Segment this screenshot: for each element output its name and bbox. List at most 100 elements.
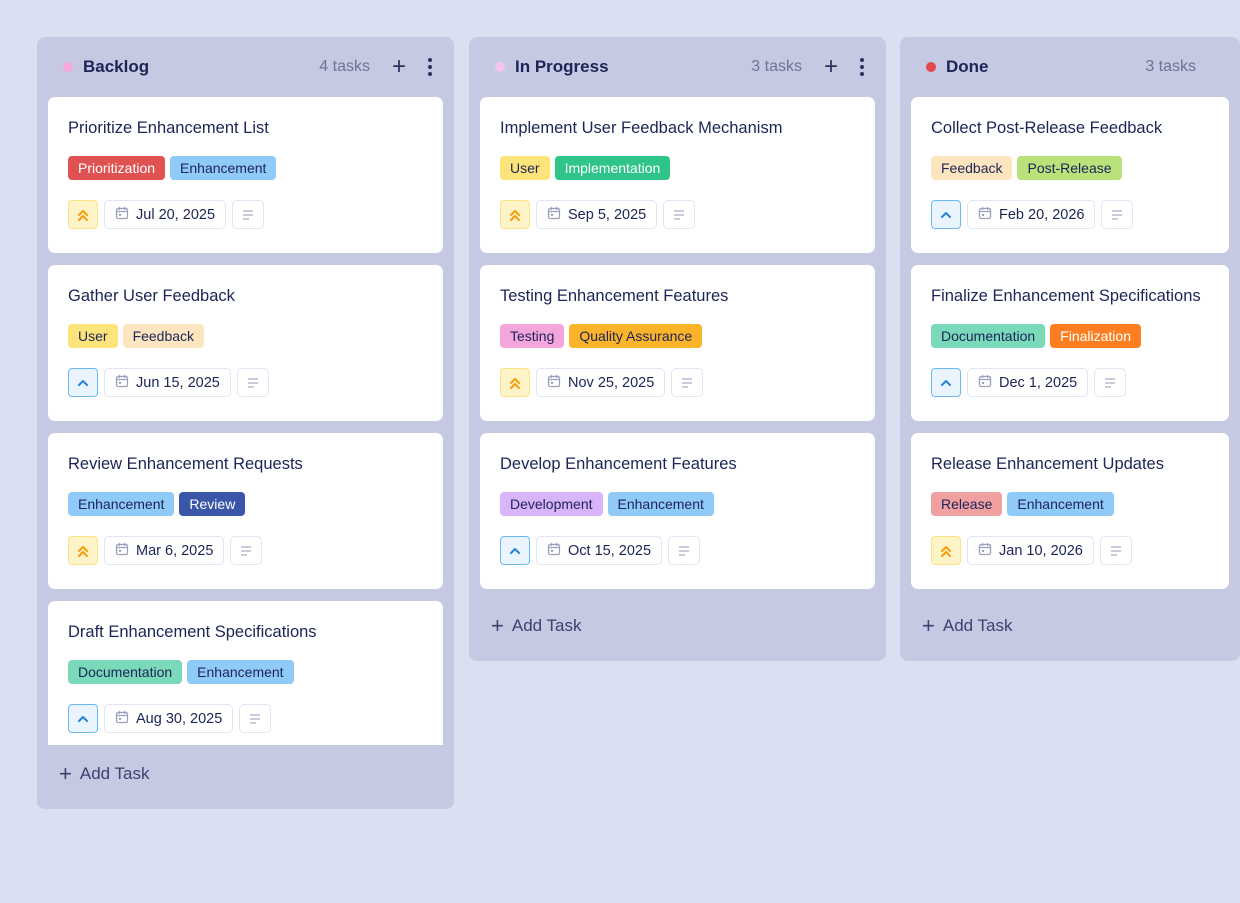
task-card[interactable]: Finalize Enhancement Specifications Docu… bbox=[911, 265, 1229, 421]
description-icon[interactable] bbox=[236, 368, 269, 397]
task-card[interactable]: Implement User Feedback Mechanism User Im… bbox=[480, 97, 875, 253]
tag: Quality Assurance bbox=[569, 324, 703, 348]
due-date-text: Dec 1, 2025 bbox=[999, 374, 1078, 391]
tag: Enhancement bbox=[1007, 492, 1114, 516]
due-date[interactable]: Jan 10, 2026 bbox=[967, 536, 1094, 565]
tag-list: Feedback Post-Release bbox=[931, 156, 1217, 180]
column-header: Done 3 tasks bbox=[900, 37, 1240, 97]
tag: Development bbox=[500, 492, 603, 516]
due-date[interactable]: Jun 15, 2025 bbox=[104, 368, 231, 397]
task-card[interactable]: Collect Post-Release Feedback Feedback Po… bbox=[911, 97, 1229, 253]
priority-high-icon[interactable] bbox=[931, 536, 961, 565]
due-date[interactable]: Feb 20, 2026 bbox=[967, 200, 1096, 229]
priority-high-icon[interactable] bbox=[500, 368, 530, 397]
priority-high-icon[interactable] bbox=[500, 200, 530, 229]
task-card[interactable]: Review Enhancement Requests Enhancement R… bbox=[48, 433, 443, 589]
task-meta: Aug 30, 2025 bbox=[68, 704, 431, 733]
due-date[interactable]: Nov 25, 2025 bbox=[536, 368, 666, 397]
due-date-text: Mar 6, 2025 bbox=[136, 542, 214, 559]
task-card[interactable]: Gather User Feedback User Feedback Jun 15… bbox=[48, 265, 443, 421]
tag: Finalization bbox=[1050, 324, 1141, 348]
tag-list: User Implementation bbox=[500, 156, 863, 180]
column-title: Backlog bbox=[83, 57, 150, 76]
task-card[interactable]: Testing Enhancement Features Testing Qual… bbox=[480, 265, 875, 421]
tag: Enhancement bbox=[170, 156, 277, 180]
tag: Enhancement bbox=[68, 492, 175, 516]
tag: Enhancement bbox=[187, 660, 294, 684]
description-icon[interactable] bbox=[1099, 536, 1132, 565]
calendar-icon bbox=[115, 710, 129, 728]
due-date-text: Sep 5, 2025 bbox=[568, 206, 647, 223]
priority-medium-icon[interactable] bbox=[68, 704, 98, 733]
calendar-icon bbox=[978, 542, 992, 560]
tag-list: Enhancement Review bbox=[68, 492, 431, 516]
description-icon[interactable] bbox=[230, 536, 263, 565]
priority-medium-icon[interactable] bbox=[931, 368, 961, 397]
priority-medium-icon[interactable] bbox=[500, 536, 530, 565]
more-options-icon[interactable] bbox=[860, 58, 864, 76]
priority-high-icon[interactable] bbox=[68, 536, 98, 565]
task-card[interactable]: Prioritize Enhancement List Prioritizati… bbox=[48, 97, 443, 253]
task-card[interactable]: Develop Enhancement Features Development… bbox=[480, 433, 875, 589]
task-meta: Feb 20, 2026 bbox=[931, 200, 1217, 229]
task-card[interactable]: Draft Enhancement Specifications Documen… bbox=[48, 601, 443, 745]
due-date[interactable]: Jul 20, 2025 bbox=[104, 200, 227, 229]
task-title: Testing Enhancement Features bbox=[500, 287, 729, 305]
status-dot bbox=[926, 62, 936, 72]
due-date-text: Oct 15, 2025 bbox=[568, 542, 652, 559]
task-meta: Jan 10, 2026 bbox=[931, 536, 1217, 565]
priority-medium-icon[interactable] bbox=[68, 368, 98, 397]
add-task-plus-icon[interactable]: + bbox=[823, 53, 838, 80]
description-icon[interactable] bbox=[663, 200, 696, 229]
description-icon[interactable] bbox=[1101, 200, 1134, 229]
priority-medium-icon[interactable] bbox=[931, 200, 961, 229]
due-date[interactable]: Sep 5, 2025 bbox=[536, 200, 658, 229]
calendar-icon bbox=[547, 542, 561, 560]
due-date[interactable]: Oct 15, 2025 bbox=[536, 536, 663, 565]
description-icon[interactable] bbox=[671, 368, 704, 397]
tag: Review bbox=[179, 492, 246, 516]
description-icon[interactable] bbox=[239, 704, 272, 733]
column-title: In Progress bbox=[515, 57, 609, 76]
tag: User bbox=[500, 156, 550, 180]
column-title: Done bbox=[946, 57, 989, 76]
due-date[interactable]: Dec 1, 2025 bbox=[967, 368, 1089, 397]
task-title: Gather User Feedback bbox=[68, 287, 235, 305]
tag: Documentation bbox=[931, 324, 1046, 348]
tag: Feedback bbox=[931, 156, 1013, 180]
plus-icon: + bbox=[491, 613, 504, 638]
task-meta: Dec 1, 2025 bbox=[931, 368, 1217, 397]
task-title: Develop Enhancement Features bbox=[500, 455, 737, 473]
tag-list: Development Enhancement bbox=[500, 492, 863, 516]
description-icon[interactable] bbox=[232, 200, 265, 229]
plus-icon: + bbox=[922, 613, 935, 638]
due-date-text: Aug 30, 2025 bbox=[136, 710, 223, 727]
add-task-label: Add Task bbox=[942, 616, 1013, 635]
column-header: Backlog 4 tasks + bbox=[37, 37, 454, 97]
column-header: In Progress 3 tasks + bbox=[469, 37, 886, 97]
task-meta: Sep 5, 2025 bbox=[500, 200, 863, 229]
priority-high-icon[interactable] bbox=[68, 200, 98, 229]
due-date-text: Jun 15, 2025 bbox=[136, 374, 220, 391]
task-card[interactable]: Release Enhancement Updates Release Enhan… bbox=[911, 433, 1229, 589]
due-date[interactable]: Mar 6, 2025 bbox=[104, 536, 225, 565]
more-options-icon[interactable] bbox=[428, 58, 432, 76]
tag: Implementation bbox=[554, 156, 671, 180]
tag-list: Documentation Enhancement bbox=[68, 660, 431, 684]
task-title: Collect Post-Release Feedback bbox=[931, 119, 1163, 137]
description-icon[interactable] bbox=[1094, 368, 1127, 397]
add-task-button[interactable]: + Add Task bbox=[491, 615, 581, 637]
card-list: Collect Post-Release Feedback Feedback Po… bbox=[911, 97, 1229, 601]
tag: Release bbox=[931, 492, 1003, 516]
add-task-plus-icon[interactable]: + bbox=[391, 53, 406, 80]
column-backlog: Backlog 4 tasks + Prioritize Enhancement … bbox=[37, 37, 454, 809]
card-list: Implement User Feedback Mechanism User Im… bbox=[480, 97, 875, 601]
task-title: Review Enhancement Requests bbox=[68, 455, 303, 473]
task-title: Prioritize Enhancement List bbox=[68, 119, 269, 137]
description-icon[interactable] bbox=[668, 536, 701, 565]
due-date[interactable]: Aug 30, 2025 bbox=[104, 704, 234, 733]
tag: Feedback bbox=[122, 324, 205, 348]
add-task-button[interactable]: + Add Task bbox=[922, 615, 1012, 637]
task-count: 3 tasks bbox=[751, 58, 802, 75]
add-task-button[interactable]: + Add Task bbox=[59, 763, 149, 785]
